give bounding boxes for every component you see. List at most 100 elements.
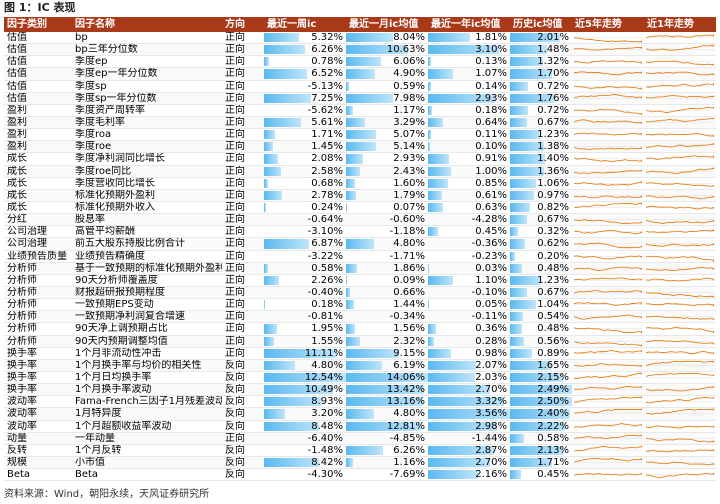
cell-factor-name: 90天内预期调整均值 [72,335,222,348]
trend-endpoint [713,184,714,187]
trend-line [646,350,714,354]
trend-sparkline [646,255,714,262]
cell-ic-h: 0.45% [510,468,572,482]
ic-value: 14.06% [386,372,425,383]
ic-value: -4.30% [307,469,343,481]
cell-ic-h: 2.13% [510,444,572,457]
ic-bar [428,336,435,346]
ic-value: 3.32% [475,396,507,408]
ic-value: 0.36% [475,323,507,335]
cell-direction: 反向 [222,395,264,409]
ic-value: 0.89% [537,347,569,359]
ic-bar [346,105,353,115]
ic-value: -1.18% [389,226,425,238]
ic-value: 4.90% [393,68,425,80]
trend-line [646,424,714,429]
cell-ic-w: 4.80% [264,359,346,372]
cell-ic-y: 0.85% [428,177,510,190]
trend-endpoint [641,180,642,183]
cell-5y-trend [572,420,644,433]
ic-value: 2.16% [475,469,507,481]
cell-ic-w: 6.87% [264,237,346,251]
ic-value: 4.80% [393,408,425,420]
ic-bar [346,117,366,128]
ic-value: -3.10% [307,226,343,238]
ic-value: 2.78% [311,189,343,201]
ic-value: -0.60% [389,214,425,226]
cell-factor-name: 1个月超额收益率波动 [72,420,222,433]
ic-bar [510,324,522,334]
ic-bar [264,142,274,152]
ic-bar [510,421,566,431]
cell-5y-trend [572,335,644,348]
cell-ic-w: -4.30% [264,468,346,482]
ic-value: -0.23% [471,250,507,262]
ic-value: 0.63% [475,202,507,214]
cell-1y-trend [644,274,716,287]
trend-line [646,292,714,298]
ic-value: 0.62% [537,238,569,250]
ic-value: 0.67% [537,287,569,299]
cell-factor-category: 换手率 [4,359,72,372]
ic-bar [428,142,431,152]
cell-ic-m: 4.90% [346,67,428,81]
cell-direction: 正向 [222,104,264,117]
cell-factor-name: 季度净利润同比增长 [72,152,222,166]
cell-ic-h: 1.38% [510,140,572,154]
cell-ic-y: 2.70% [428,456,510,470]
ic-bar [264,57,270,67]
trend-line [574,434,642,439]
cell-factor-name: 1个月反转 [72,444,222,457]
trend-sparkline [646,339,714,345]
cell-direction: 正向 [222,43,264,57]
cell-5y-trend [572,347,644,360]
cell-direction: 正向 [222,140,264,154]
cell-factor-category: 分析师 [4,322,72,336]
ic-bar [428,190,443,200]
ic-bar [346,336,360,346]
ic-value: -6.40% [307,432,343,444]
cell-1y-trend [644,128,716,142]
cell-factor-name: 业绩预告精确度 [72,250,222,263]
table-row: 成长 标准化预期外盈利 正向 2.78% 1.79% 0.61% 0.97% [4,189,716,202]
ic-value: 2.01% [537,32,569,44]
trend-endpoint [713,331,714,334]
cell-factor-category: 分析师 [4,310,72,324]
trend-line [574,255,642,260]
ic-value: 7.98% [393,92,425,104]
cell-ic-m: 2.32% [346,335,428,348]
cell-ic-h: 0.58% [510,432,572,445]
cell-factor-category: 分析师 [4,286,72,300]
cell-factor-name: 季度营收同比增长 [72,177,222,190]
ic-value: 6.52% [311,68,343,80]
cell-5y-trend [572,286,644,300]
ic-value: 8.42% [311,456,343,468]
ic-bar [428,348,451,358]
ic-value: 2.87% [475,444,507,456]
table-row: 估值 bp三年分位数 正向 6.26% 10.63% 3.10% 1.48% [4,43,716,57]
ic-value: 0.54% [537,311,569,323]
ic-value: 3.56% [475,408,507,420]
cell-5y-trend [572,468,644,482]
ic-bar [510,142,545,152]
trend-sparkline [646,397,714,404]
cell-ic-y: 2.70% [428,383,510,397]
cell-ic-m: -1.18% [346,225,428,239]
cell-ic-m: 10.63% [346,43,428,57]
ic-bar [428,57,431,67]
trend-sparkline [574,37,642,43]
header-last-week-ic: 最近一周ic [264,17,346,32]
ic-bar [264,166,281,176]
ic-bar [264,324,277,334]
trend-endpoint [713,44,714,48]
cell-1y-trend [644,432,716,445]
cell-5y-trend [572,165,644,178]
ic-bar [510,45,547,55]
trend-sparkline [574,362,642,367]
trend-line [646,386,714,392]
header-history-ic: 历史ic均值 [510,17,572,32]
ic-bar [510,57,543,67]
cell-ic-y: 0.10% [428,140,510,154]
cell-1y-trend [644,116,716,130]
cell-factor-name: 季度ep [72,55,222,69]
